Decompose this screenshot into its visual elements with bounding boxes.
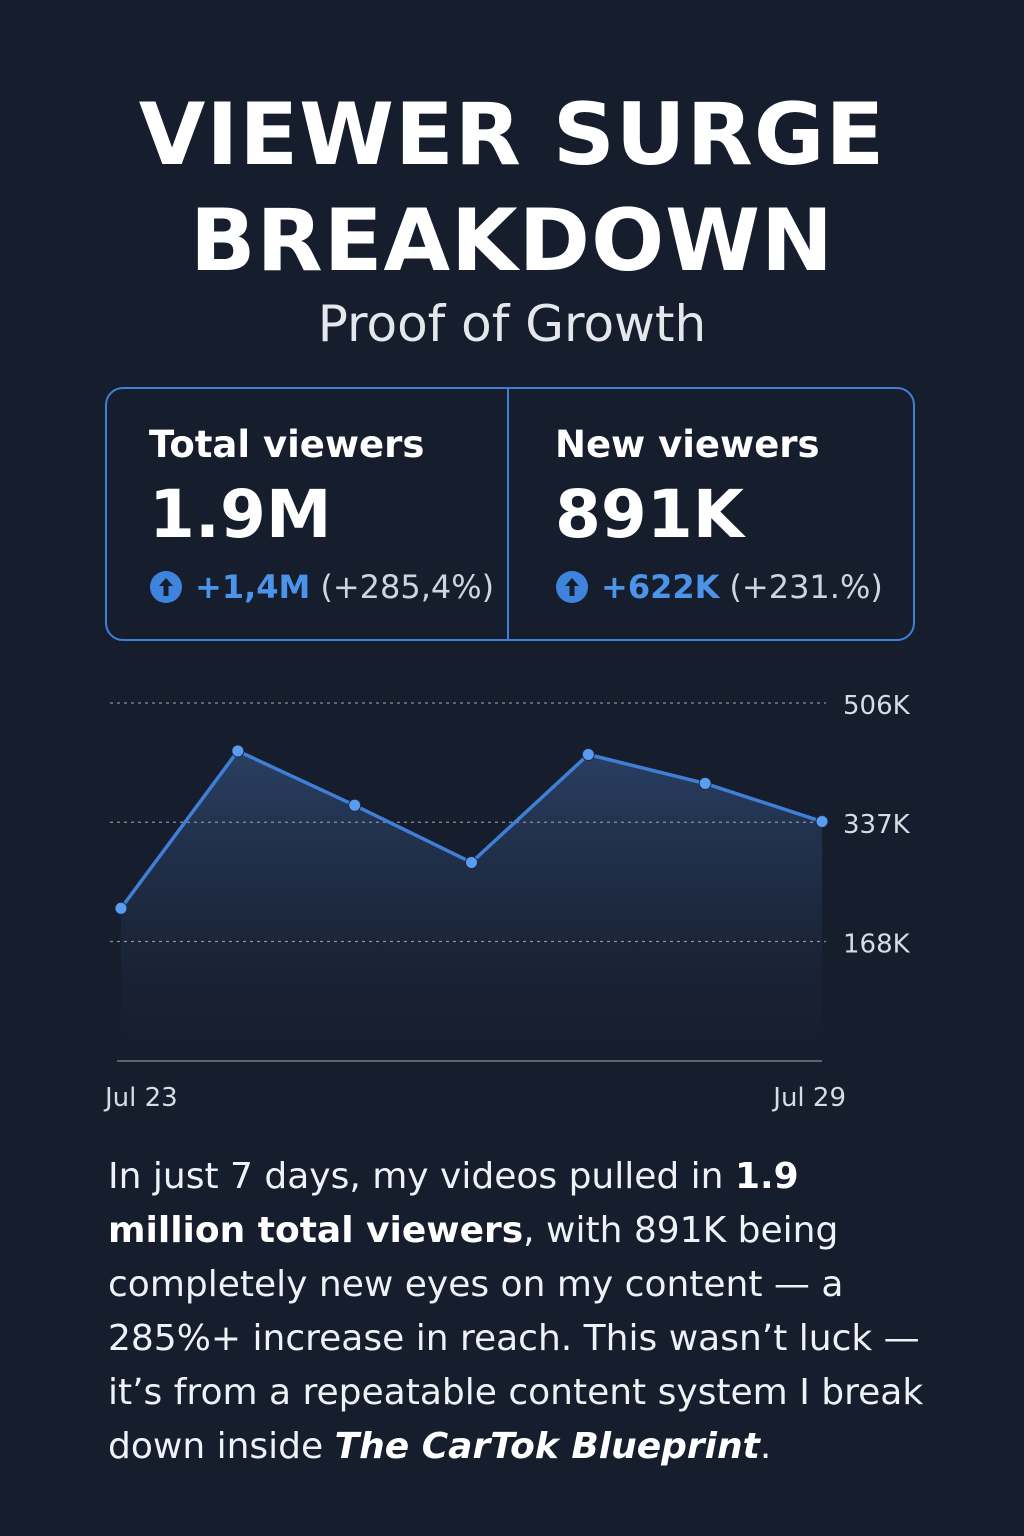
summary-text-1: In just 7 days, my videos pulled in (108, 1156, 735, 1197)
stat-change: +1,4M (+285,4%) (149, 567, 507, 607)
data-point (114, 901, 128, 915)
data-point (698, 776, 712, 790)
stat-label: New viewers (555, 423, 820, 466)
y-tick-label: 168K (843, 929, 911, 959)
data-point (231, 744, 245, 758)
stat-delta: +622K (601, 568, 720, 606)
page-subtitle: Proof of Growth (317, 295, 707, 353)
data-point (581, 748, 595, 762)
stat-value: 891K (555, 476, 744, 553)
data-point (815, 815, 829, 829)
stat-change: +622K (+231.%) (555, 567, 913, 607)
y-tick-label: 506K (843, 691, 911, 721)
title-line-1: VIEWER SURGE (138, 85, 886, 185)
data-point (465, 855, 478, 869)
x-tick-label: Jul 29 (771, 1083, 846, 1113)
x-tick-label: Jul 23 (103, 1083, 178, 1113)
summary-paragraph: In just 7 days, my videos pulled in 1.9 … (108, 1150, 934, 1474)
arrow-up-circle-icon (556, 571, 588, 603)
stat-percent: (+231.%) (729, 568, 883, 606)
summary-italic-text: The CarTok Blueprint (334, 1426, 760, 1467)
stat-label: Total viewers (149, 423, 425, 466)
series-area (121, 750, 822, 1060)
summary-text-2: , with 891K being completely new eyes on… (108, 1210, 924, 1467)
y-tick-label: 337K (843, 810, 911, 840)
stats-card: Total viewers 1.9M +1,4M (+285,4%) New v… (105, 387, 915, 641)
stat-total-viewers: Total viewers 1.9M +1,4M (+285,4%) (107, 389, 507, 639)
arrow-up-circle-icon (150, 571, 182, 603)
data-point (348, 798, 362, 812)
stat-percent: (+285,4%) (320, 568, 495, 606)
stat-delta: +1,4M (195, 568, 311, 606)
stat-new-viewers: New viewers 891K +622K (+231.%) (507, 389, 913, 639)
summary-text-3: . (759, 1426, 772, 1467)
summary-bold-text: 1.9 million total viewers (108, 1156, 799, 1251)
page-title: VIEWER SURGE BREAKDOWN (0, 82, 1024, 294)
stat-value: 1.9M (149, 476, 332, 553)
viewers-area-chart: 168K 337K 506K Jul 23 Jul 29 (103, 691, 911, 1113)
title-line-2: BREAKDOWN (189, 191, 835, 291)
